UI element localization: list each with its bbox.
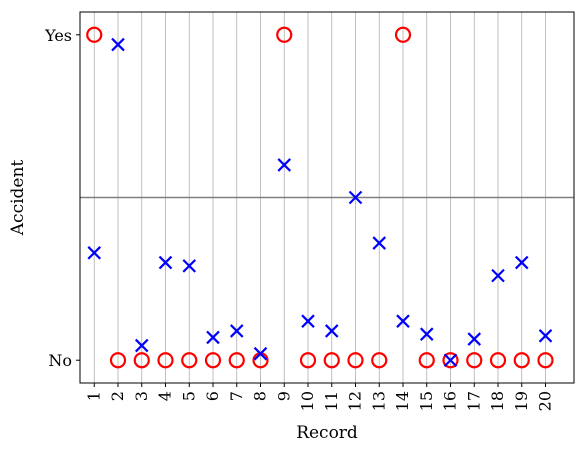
x-tick-label: 16	[441, 391, 460, 411]
x-marker	[443, 353, 458, 367]
x-tick-label: 19	[512, 391, 531, 411]
x-tick-label: 11	[322, 391, 341, 411]
circle-marker	[181, 352, 198, 369]
circle-marker	[347, 352, 364, 369]
x-marker	[111, 37, 125, 52]
circle-marker	[299, 352, 317, 369]
circle-marker	[442, 352, 459, 369]
circle-marker	[133, 352, 150, 369]
x-marker	[467, 332, 482, 346]
x-tick-label: 20	[536, 391, 555, 411]
x-tick-label: 15	[417, 391, 436, 411]
circle-marker	[371, 352, 388, 369]
circle-marker	[537, 352, 554, 369]
x-tick-label: 18	[488, 391, 507, 411]
x-marker	[419, 327, 434, 341]
circle-marker	[394, 26, 412, 43]
x-tick-label: 1	[84, 391, 103, 401]
x-tick-label: 5	[179, 391, 198, 401]
data-points	[86, 26, 554, 369]
y-tick-label: No	[48, 351, 72, 370]
x-tick-label: 8	[251, 391, 270, 401]
circle-marker	[489, 352, 507, 369]
y-tick-label: Yes	[44, 26, 72, 45]
x-tick-label: 17	[464, 391, 483, 411]
circle-marker	[109, 352, 127, 369]
circle-marker	[466, 352, 483, 369]
x-tick-label: 7	[227, 391, 246, 401]
circle-marker	[513, 352, 530, 369]
x-marker	[396, 314, 410, 328]
x-marker	[206, 330, 220, 345]
circle-marker	[204, 352, 222, 369]
x-marker	[372, 236, 387, 250]
x-tick-label: 13	[369, 391, 388, 411]
circle-marker	[418, 352, 435, 369]
circle-marker	[228, 352, 245, 369]
circle-marker	[86, 26, 103, 43]
x-marker	[182, 259, 197, 273]
x-marker	[229, 324, 244, 338]
x-marker	[134, 338, 149, 353]
x-marker	[277, 158, 292, 172]
x-marker	[253, 346, 268, 361]
x-marker	[158, 255, 173, 270]
x-marker	[514, 255, 529, 270]
circle-marker	[157, 352, 174, 369]
x-tick-label: 3	[132, 391, 151, 401]
circle-marker	[276, 26, 293, 43]
x-tick-label: 4	[156, 391, 175, 401]
y-axis-label: Accident	[8, 160, 28, 237]
x-tick-label: 6	[203, 391, 222, 401]
x-tick-label: 2	[108, 391, 127, 401]
x-marker	[87, 246, 102, 260]
x-tick-label: 10	[298, 391, 317, 411]
plot-frame	[79, 11, 575, 384]
x-marker	[324, 324, 339, 338]
x-axis-label: Record	[296, 423, 358, 443]
x-marker	[348, 190, 363, 205]
x-marker	[491, 268, 505, 283]
x-tick-label: 14	[393, 391, 412, 411]
x-tick-label: 9	[274, 391, 293, 401]
x-tick-label: 12	[346, 391, 365, 411]
x-marker	[538, 329, 553, 343]
circle-marker	[323, 352, 340, 369]
x-marker	[301, 314, 315, 328]
